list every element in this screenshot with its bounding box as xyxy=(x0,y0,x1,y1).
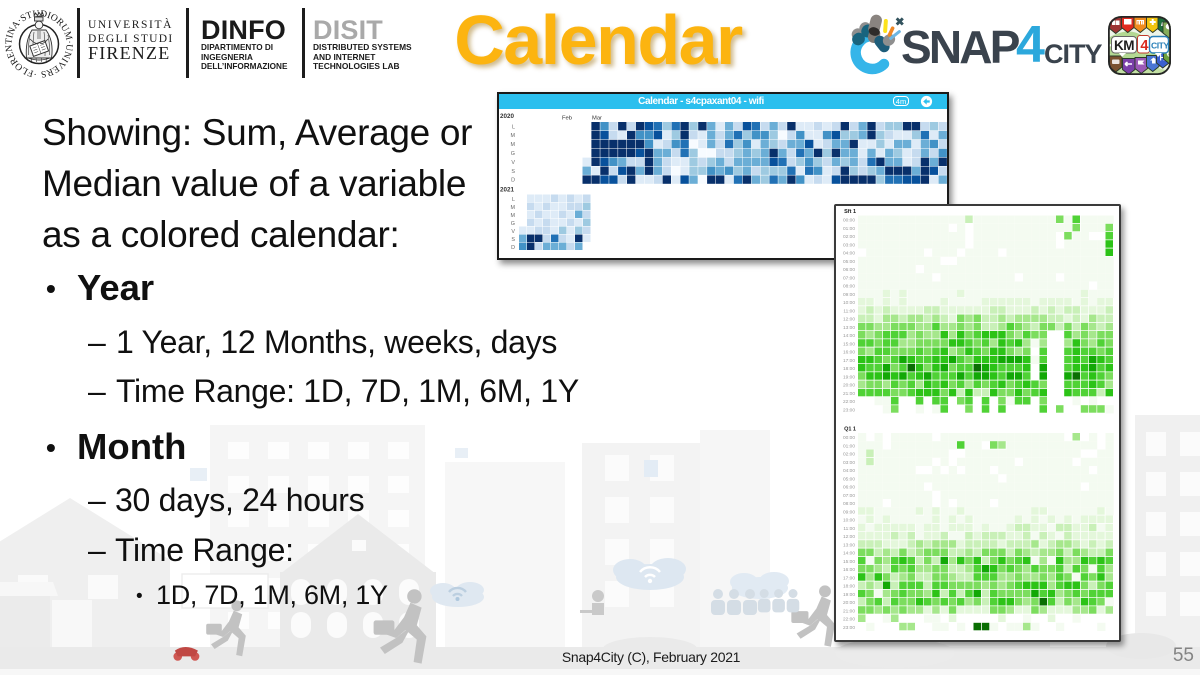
svg-text:01:00: 01:00 xyxy=(843,226,855,232)
svg-text:H: H xyxy=(1160,54,1166,63)
svg-text:07:00: 07:00 xyxy=(843,493,855,499)
svg-text:CITY: CITY xyxy=(1151,41,1169,51)
svg-text:Mar: Mar xyxy=(592,116,602,122)
svg-text:Feb: Feb xyxy=(562,116,572,122)
svg-text:V: V xyxy=(511,229,515,235)
svg-text:4: 4 xyxy=(1140,38,1148,54)
svg-text:02:00: 02:00 xyxy=(843,234,855,240)
svg-text:06:00: 06:00 xyxy=(843,485,855,491)
svg-text:2020: 2020 xyxy=(500,113,515,120)
svg-text:14:00: 14:00 xyxy=(843,551,855,557)
svg-text:05:00: 05:00 xyxy=(843,476,855,482)
svg-text:18:00: 18:00 xyxy=(843,366,855,372)
svg-text:L: L xyxy=(512,124,515,130)
svg-text:17:00: 17:00 xyxy=(843,358,855,364)
svg-text:04:00: 04:00 xyxy=(843,251,855,257)
svg-text:M: M xyxy=(511,142,516,148)
svg-text:V: V xyxy=(511,160,515,166)
svg-text:M: M xyxy=(511,213,516,219)
svg-text:18:00: 18:00 xyxy=(843,584,855,590)
svg-text:08:00: 08:00 xyxy=(843,501,855,507)
svg-text:15:00: 15:00 xyxy=(843,341,855,347)
svg-text:00:00: 00:00 xyxy=(843,435,855,441)
svg-text:11:00: 11:00 xyxy=(843,526,855,532)
svg-text:14:00: 14:00 xyxy=(843,333,855,339)
svg-text:15:00: 15:00 xyxy=(843,559,855,565)
svg-text:11:00: 11:00 xyxy=(843,308,855,314)
svg-text:23:00: 23:00 xyxy=(843,407,855,413)
svg-text:20:00: 20:00 xyxy=(843,383,855,389)
svg-text:00:00: 00:00 xyxy=(843,218,855,224)
svg-text:09:00: 09:00 xyxy=(843,292,855,298)
svg-text:KM: KM xyxy=(1114,38,1134,53)
svg-text:02:00: 02:00 xyxy=(843,452,855,458)
svg-text:M: M xyxy=(511,205,516,211)
svg-text:D: D xyxy=(511,245,515,251)
svg-text:21:00: 21:00 xyxy=(843,391,855,397)
svg-text:S: S xyxy=(511,169,515,175)
svg-text:01:00: 01:00 xyxy=(843,443,855,449)
svg-text:21:00: 21:00 xyxy=(843,609,855,615)
svg-text:16:00: 16:00 xyxy=(843,350,855,356)
svg-text:10:00: 10:00 xyxy=(843,518,855,524)
svg-text:22:00: 22:00 xyxy=(843,617,855,623)
svg-text:06:00: 06:00 xyxy=(843,267,855,273)
svg-text:03:00: 03:00 xyxy=(843,460,855,466)
svg-text:07:00: 07:00 xyxy=(843,275,855,281)
svg-text:Q1 1: Q1 1 xyxy=(844,427,856,433)
svg-text:12:00: 12:00 xyxy=(843,534,855,540)
svg-text:€: € xyxy=(1167,50,1172,59)
svg-text:13:00: 13:00 xyxy=(843,325,855,331)
svg-text:19:00: 19:00 xyxy=(843,374,855,380)
svg-text:12:00: 12:00 xyxy=(843,317,855,323)
svg-text:10:00: 10:00 xyxy=(843,300,855,306)
svg-text:17:00: 17:00 xyxy=(843,576,855,582)
svg-text:23:00: 23:00 xyxy=(843,625,855,631)
svg-text:05:00: 05:00 xyxy=(843,259,855,265)
svg-text:04:00: 04:00 xyxy=(843,468,855,474)
svg-text:G: G xyxy=(511,221,515,227)
svg-text:09:00: 09:00 xyxy=(843,510,855,516)
svg-text:20:00: 20:00 xyxy=(843,600,855,606)
svg-text:03:00: 03:00 xyxy=(843,242,855,248)
svg-text:S: S xyxy=(511,237,515,243)
svg-text:Sft 1: Sft 1 xyxy=(844,209,856,215)
svg-text:22:00: 22:00 xyxy=(843,399,855,405)
svg-text:2021: 2021 xyxy=(500,187,515,194)
svg-text:G: G xyxy=(511,151,515,157)
svg-text:19:00: 19:00 xyxy=(843,592,855,598)
svg-text:13:00: 13:00 xyxy=(843,543,855,549)
svg-text:M: M xyxy=(511,133,516,139)
svg-text:D: D xyxy=(511,178,515,184)
svg-text:L: L xyxy=(512,197,515,203)
svg-text:16:00: 16:00 xyxy=(843,567,855,573)
svg-text:08:00: 08:00 xyxy=(843,284,855,290)
